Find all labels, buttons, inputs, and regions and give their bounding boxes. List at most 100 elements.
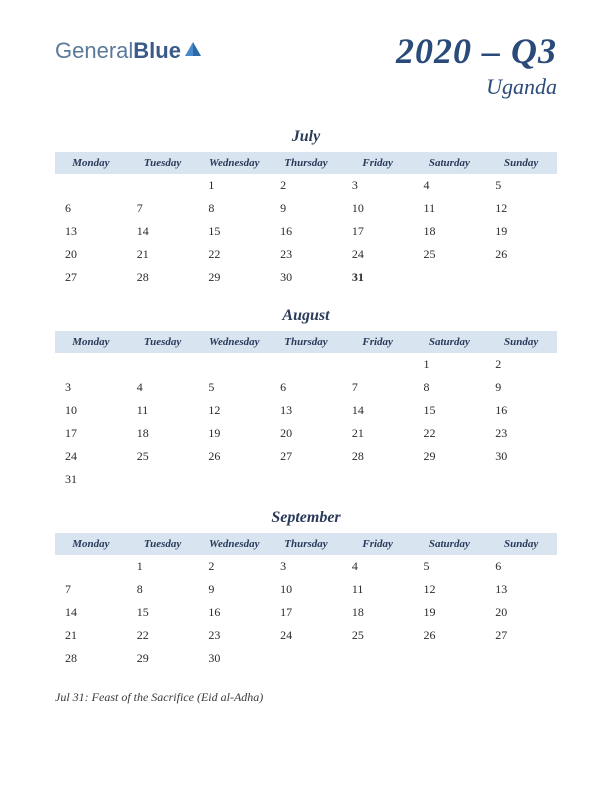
day-header: Sunday xyxy=(485,152,557,174)
calendar-row: 31 xyxy=(55,468,557,491)
calendar-cell: 18 xyxy=(414,220,486,243)
calendar-cell: 28 xyxy=(127,266,199,289)
month-name: August xyxy=(55,307,557,325)
calendar-cell: 17 xyxy=(55,422,127,445)
calendar-cell: 21 xyxy=(342,422,414,445)
calendar-cell: 24 xyxy=(342,243,414,266)
calendar-cell xyxy=(485,647,557,670)
calendar-cell: 17 xyxy=(342,220,414,243)
calendar-cell: 17 xyxy=(270,601,342,624)
month-block: JulyMondayTuesdayWednesdayThursdayFriday… xyxy=(55,128,557,289)
calendar-cell: 14 xyxy=(55,601,127,624)
calendar-cell: 11 xyxy=(342,578,414,601)
calendar-cell: 23 xyxy=(198,624,270,647)
calendar-cell: 24 xyxy=(55,445,127,468)
calendar-cell: 26 xyxy=(485,243,557,266)
calendar-cell xyxy=(127,174,199,197)
calendar-cell: 18 xyxy=(127,422,199,445)
calendar-cell: 23 xyxy=(270,243,342,266)
calendar-cell xyxy=(414,266,486,289)
calendar-cell: 21 xyxy=(127,243,199,266)
calendar-cell: 6 xyxy=(485,555,557,578)
calendar-cell: 14 xyxy=(342,399,414,422)
month-block: SeptemberMondayTuesdayWednesdayThursdayF… xyxy=(55,509,557,670)
logo: GeneralBlue xyxy=(55,38,203,64)
calendar-cell: 29 xyxy=(414,445,486,468)
calendar-cell: 7 xyxy=(342,376,414,399)
day-header: Tuesday xyxy=(127,152,199,174)
calendar-cell: 5 xyxy=(414,555,486,578)
calendar-row: 3456789 xyxy=(55,376,557,399)
calendar-cell: 12 xyxy=(198,399,270,422)
calendar-cell: 1 xyxy=(414,353,486,376)
calendar-cell: 14 xyxy=(127,220,199,243)
calendar-cell: 4 xyxy=(342,555,414,578)
logo-text-general: General xyxy=(55,38,133,64)
calendar-cell: 18 xyxy=(342,601,414,624)
calendar-cell: 11 xyxy=(414,197,486,220)
title-main: 2020 – Q3 xyxy=(396,30,557,72)
calendar-cell: 26 xyxy=(414,624,486,647)
day-header: Thursday xyxy=(270,152,342,174)
calendar-cell: 20 xyxy=(485,601,557,624)
calendar-cell xyxy=(485,266,557,289)
calendar-cell: 2 xyxy=(270,174,342,197)
calendar-cell: 2 xyxy=(198,555,270,578)
calendar-row: 24252627282930 xyxy=(55,445,557,468)
calendar-cell: 3 xyxy=(342,174,414,197)
calendar-cell: 13 xyxy=(55,220,127,243)
calendar-cell: 3 xyxy=(270,555,342,578)
calendar-cell: 22 xyxy=(414,422,486,445)
day-header: Thursday xyxy=(270,533,342,555)
calendar-cell: 23 xyxy=(485,422,557,445)
calendar-cell: 2 xyxy=(485,353,557,376)
calendar-cell: 13 xyxy=(485,578,557,601)
day-header: Monday xyxy=(55,331,127,353)
calendar-cell: 19 xyxy=(485,220,557,243)
calendar-cell: 9 xyxy=(270,197,342,220)
calendar-cell xyxy=(270,647,342,670)
calendar-cell: 12 xyxy=(414,578,486,601)
calendar-row: 123456 xyxy=(55,555,557,578)
day-header: Monday xyxy=(55,533,127,555)
calendar-cell: 30 xyxy=(198,647,270,670)
day-header: Sunday xyxy=(485,331,557,353)
calendar-cell xyxy=(55,555,127,578)
calendar-cell: 8 xyxy=(414,376,486,399)
calendar-cell xyxy=(198,468,270,491)
calendar-cell: 30 xyxy=(485,445,557,468)
calendar-cell: 16 xyxy=(198,601,270,624)
calendar-cell: 29 xyxy=(198,266,270,289)
calendar-cell: 28 xyxy=(55,647,127,670)
day-header: Wednesday xyxy=(198,331,270,353)
calendar-cell: 6 xyxy=(55,197,127,220)
calendar-cell: 25 xyxy=(342,624,414,647)
calendar-cell: 27 xyxy=(485,624,557,647)
day-header: Tuesday xyxy=(127,331,199,353)
calendar-cell xyxy=(270,353,342,376)
calendar-cell: 27 xyxy=(55,266,127,289)
calendar-cell: 21 xyxy=(55,624,127,647)
calendar-cell xyxy=(270,468,342,491)
calendar-cell: 9 xyxy=(485,376,557,399)
calendar-cell xyxy=(127,468,199,491)
calendar-row: 14151617181920 xyxy=(55,601,557,624)
day-header: Tuesday xyxy=(127,533,199,555)
calendar-row: 21222324252627 xyxy=(55,624,557,647)
calendar-cell: 22 xyxy=(198,243,270,266)
calendar-cell: 24 xyxy=(270,624,342,647)
day-header: Friday xyxy=(342,331,414,353)
calendar-cell: 16 xyxy=(485,399,557,422)
calendar-cell: 3 xyxy=(55,376,127,399)
day-header: Saturday xyxy=(414,152,486,174)
calendar-cell: 29 xyxy=(127,647,199,670)
calendar-cell: 7 xyxy=(55,578,127,601)
month-block: AugustMondayTuesdayWednesdayThursdayFrid… xyxy=(55,307,557,491)
calendar-row: 17181920212223 xyxy=(55,422,557,445)
calendar-cell: 19 xyxy=(414,601,486,624)
calendar-cell xyxy=(485,468,557,491)
calendar-cell: 25 xyxy=(414,243,486,266)
logo-text-blue: Blue xyxy=(133,38,181,64)
calendar-row: 2728293031 xyxy=(55,266,557,289)
day-header: Saturday xyxy=(414,331,486,353)
